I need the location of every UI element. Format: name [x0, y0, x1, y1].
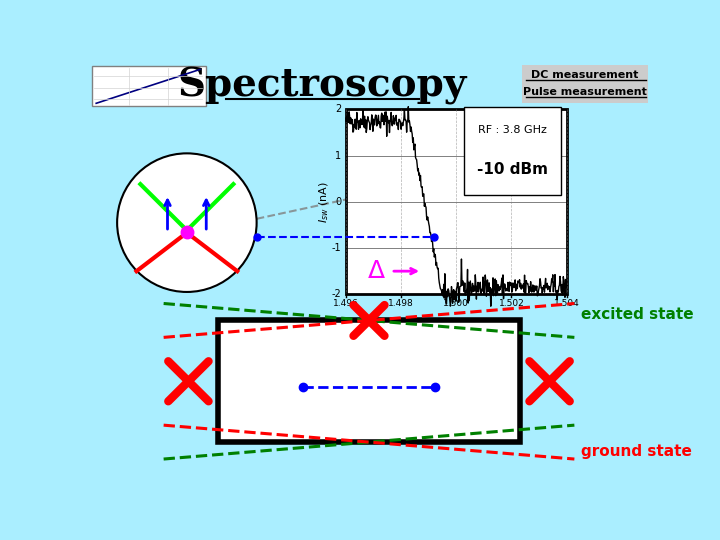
Bar	[346, 110, 567, 294]
Text: 1.496: 1.496	[333, 299, 359, 308]
Text: -2: -2	[331, 289, 341, 299]
Text: 1.500: 1.500	[444, 299, 469, 308]
Text: RF : 3.8 GHz: RF : 3.8 GHz	[478, 125, 547, 135]
Bar	[91, 66, 206, 106]
Text: 1.498: 1.498	[388, 299, 414, 308]
Text: Δ: Δ	[368, 259, 385, 283]
Bar	[464, 107, 561, 195]
Text: -1: -1	[331, 243, 341, 253]
Text: 2: 2	[335, 104, 341, 114]
Text: $I_{sw}$ (nA): $I_{sw}$ (nA)	[318, 181, 331, 223]
Circle shape	[117, 153, 256, 292]
Text: DC measurement: DC measurement	[531, 70, 638, 80]
Text: 1.504: 1.504	[554, 299, 580, 308]
Text: 1.502: 1.502	[498, 299, 524, 308]
Text: Spectroscopy: Spectroscopy	[178, 68, 467, 105]
Text: 0: 0	[335, 197, 341, 207]
Bar	[218, 320, 520, 442]
Text: 1: 1	[335, 151, 341, 161]
Text: excited state: excited state	[580, 307, 693, 322]
Text: ground state: ground state	[580, 444, 691, 459]
Text: -10 dBm: -10 dBm	[477, 162, 549, 177]
Text: Pulse measurement: Pulse measurement	[523, 87, 647, 97]
Bar	[523, 65, 648, 103]
